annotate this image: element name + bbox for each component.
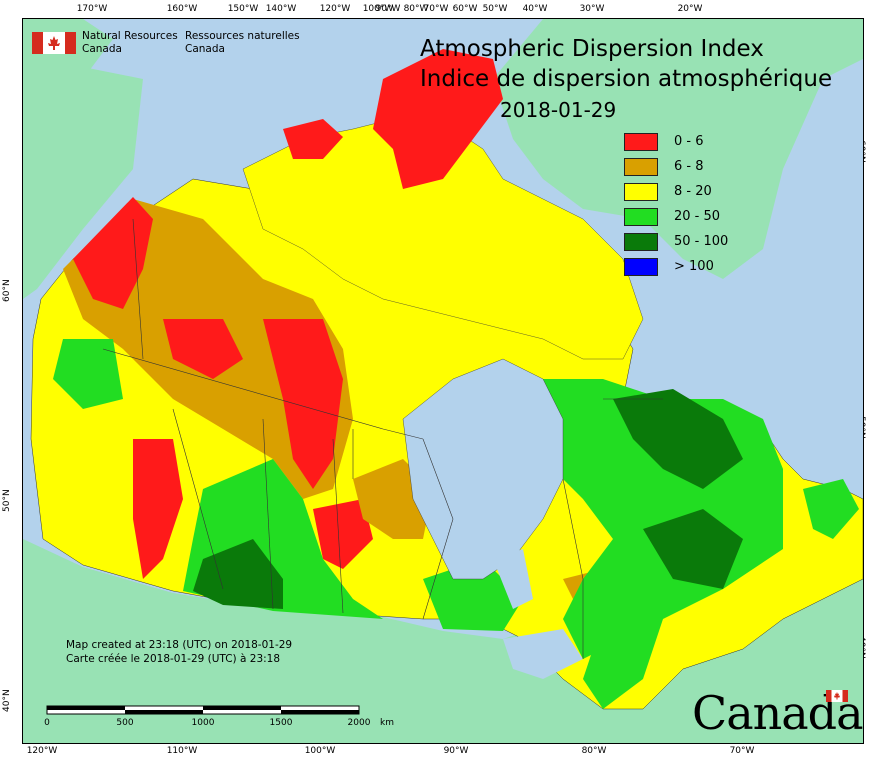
- latitude-label: 60°N: [2, 279, 12, 302]
- scale-label: 1000: [191, 718, 215, 728]
- longitude-label: 50°W: [482, 4, 508, 14]
- russia-land: [23, 19, 143, 299]
- legend-label: 8 - 20: [674, 184, 712, 199]
- map-credit: Map created at 23:18 (UTC) on 2018-01-29…: [66, 638, 292, 666]
- yukon-red: [73, 197, 153, 309]
- nfld-green: [803, 479, 859, 539]
- map-date: 2018-01-29: [500, 98, 617, 122]
- map-title-french: Indice de dispersion atmosphérique: [420, 66, 833, 92]
- legend-item: 50 - 100: [624, 232, 744, 252]
- canada-flag-icon: [32, 32, 76, 54]
- scale-label: 2000: [347, 718, 371, 728]
- scale-label: 1500: [269, 718, 293, 728]
- scale-label: 500: [116, 718, 134, 728]
- legend-label: > 100: [674, 259, 714, 274]
- gaspe-dark-green: [643, 509, 743, 589]
- longitude-label: 160°W: [166, 4, 198, 14]
- agency-name-french: Ressources naturelles Canada: [185, 30, 300, 56]
- longitude-label: 30°W: [579, 4, 605, 14]
- legend-label: 20 - 50: [674, 209, 721, 224]
- agency-fr-line2: Canada: [185, 43, 225, 55]
- legend-label: 50 - 100: [674, 234, 729, 249]
- bc-red: [133, 439, 183, 579]
- wordmark-flag-icon: [826, 690, 848, 702]
- ontario-green: [423, 559, 523, 631]
- james-bay: [493, 549, 533, 609]
- longitude-label: 100°W: [362, 4, 394, 14]
- dispersion-map: [23, 19, 863, 743]
- quebec-dark-green: [613, 389, 743, 489]
- longitude-label: 70°W: [423, 4, 449, 14]
- scale-bar: 0 500 1000 1500 2000 km: [44, 704, 404, 732]
- legend-swatch: [624, 258, 658, 276]
- latitude-label: 40°N: [2, 689, 12, 712]
- agency-en-line2: Canada: [82, 43, 122, 55]
- great-lakes: [503, 629, 583, 679]
- longitude-label: 150°W: [227, 4, 259, 14]
- legend-swatch: [624, 158, 658, 176]
- agency-en-line1: Natural Resources: [82, 30, 178, 42]
- legend-item: 0 - 6: [624, 132, 744, 152]
- latitude-label: 50°N: [2, 489, 12, 512]
- legend-swatch: [624, 183, 658, 201]
- longitude-label: 80°W: [581, 746, 607, 756]
- map-canvas[interactable]: [22, 18, 864, 744]
- longitude-label: 60°W: [452, 4, 478, 14]
- bc-coast-green: [53, 339, 123, 409]
- legend-item: 8 - 20: [624, 182, 744, 202]
- agency-name-english: Natural Resources Canada: [82, 30, 178, 56]
- longitude-label: 120°W: [26, 746, 58, 756]
- hudson-bay: [402, 358, 564, 580]
- scale-bar-graphic: [46, 705, 360, 715]
- map-title-english: Atmospheric Dispersion Index: [420, 36, 764, 62]
- greenland-land: [493, 19, 863, 279]
- provincial-boundaries: [102, 218, 663, 659]
- legend-label: 6 - 8: [674, 159, 704, 174]
- ellesmere-red: [373, 49, 503, 189]
- sask-red: [313, 499, 373, 569]
- legend-item: 6 - 8: [624, 157, 744, 177]
- credit-english: Map created at 23:18 (UTC) on 2018-01-29: [66, 639, 293, 651]
- prairie-dark-green: [193, 539, 283, 609]
- nwt-red-2: [163, 319, 243, 379]
- longitude-label: 170°W: [76, 4, 108, 14]
- scale-label: 0: [44, 718, 50, 728]
- longitude-label: 40°W: [522, 4, 548, 14]
- agency-signature: Natural Resources Canada Ressources natu…: [32, 30, 352, 60]
- legend-swatch: [624, 133, 658, 151]
- scale-unit: km: [380, 718, 394, 728]
- agency-fr-line1: Ressources naturelles: [185, 30, 300, 42]
- longitude-label: 90°W: [375, 4, 401, 14]
- longitude-label: 90°W: [443, 746, 469, 756]
- legend-swatch: [624, 233, 658, 251]
- longitude-label: 70°W: [729, 746, 755, 756]
- legend-item: 20 - 50: [624, 207, 744, 227]
- longitude-label: 140°W: [265, 4, 297, 14]
- legend-swatch: [624, 208, 658, 226]
- nwt-red: [263, 319, 343, 489]
- legend-label: 0 - 6: [674, 134, 704, 149]
- southern-ontario-green: [583, 619, 663, 709]
- credit-french: Carte créée le 2018-01-29 (UTC) à 23:18: [66, 653, 281, 665]
- longitude-label: 120°W: [319, 4, 351, 14]
- longitude-label: 100°W: [304, 746, 336, 756]
- longitude-label: 110°W: [166, 746, 198, 756]
- longitude-label: 80°W: [403, 4, 429, 14]
- longitude-label: 20°W: [677, 4, 703, 14]
- arctic-red-strip: [283, 119, 343, 159]
- legend-item: > 100: [624, 257, 744, 277]
